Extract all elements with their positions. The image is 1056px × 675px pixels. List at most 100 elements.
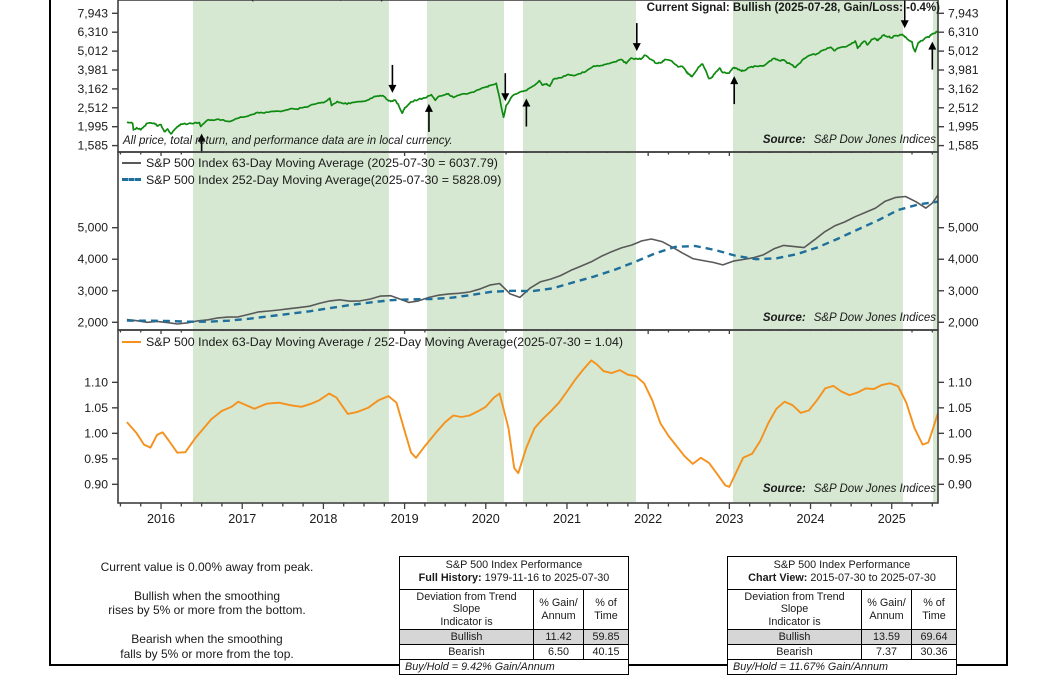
y-tick-label: 7,943 xyxy=(78,6,109,20)
series-63-day-ma-252-day-ma xyxy=(126,359,938,488)
col-header-indicator: Deviation from Trend Slope Indicator is xyxy=(399,588,534,631)
price-panel-legend-clipped: S&P 500 Index (2025-07-30 = 6,362.90) xyxy=(0,0,1056,4)
table-period-label: Chart View: xyxy=(748,572,808,585)
table-period-label: Full History: xyxy=(418,572,482,585)
y-tick-label: 3,162 xyxy=(948,82,979,96)
bullish-period-band xyxy=(193,1,389,151)
performance-table-full-history: S&P 500 Index Performance Full History: … xyxy=(399,556,629,675)
y-tick-label: 2,512 xyxy=(948,101,979,115)
y-tick-label: 6,310 xyxy=(78,25,109,39)
bullish-period-band xyxy=(733,153,904,329)
y-tick-label: 3,981 xyxy=(78,63,109,77)
x-tick-label: 2018 xyxy=(309,512,337,526)
current-signal-annotation: Current Signal: Bullish (2025-07-28, Gai… xyxy=(646,2,940,14)
bullish-period-band xyxy=(522,331,636,502)
bullish-period-band xyxy=(522,1,636,151)
bullish-period-band xyxy=(522,153,636,329)
price-legend-label: S&P 500 Index (2025-07-30 = 6,362.90) xyxy=(163,0,385,2)
col-header-gain: % Gain/ Annum xyxy=(861,588,912,631)
table-buyhold-row: Buy/Hold = 9.42% Gain/Annum xyxy=(399,659,629,675)
x-tick-label: 2019 xyxy=(391,512,419,526)
y-tick-label: 1.05 xyxy=(948,401,972,415)
y-tick-label: 5,012 xyxy=(948,44,979,58)
bullish-period-band xyxy=(932,1,938,151)
col-header-time: % of Time xyxy=(583,588,629,631)
y-tick-label: 2,512 xyxy=(78,101,109,115)
col-header-time: % of Time xyxy=(910,588,958,631)
y-tick-label: 1.00 xyxy=(948,426,972,440)
x-tick-label: 2021 xyxy=(553,512,581,526)
panel-border xyxy=(117,329,939,504)
buy-signal-arrow xyxy=(730,76,739,105)
table-title: S&P 500 Index Performance xyxy=(773,559,911,571)
currency-note: All price, total return, and performance… xyxy=(123,135,453,147)
bullish-period-band xyxy=(426,1,504,151)
bullish-period-band xyxy=(932,153,938,329)
ratio-line-swatch xyxy=(122,340,141,343)
y-tick-label: 3,981 xyxy=(948,63,979,77)
bullish-period-band xyxy=(733,1,904,151)
legend-item-ma252: S&P 500 Index 252-Day Moving Average(202… xyxy=(122,171,501,188)
col-header-indicator: Deviation from Trend Slope Indicator is xyxy=(727,588,862,631)
y-tick-label: 1.10 xyxy=(84,375,108,389)
table-period-range: 2015-07-30 to 2025-07-30 xyxy=(807,572,936,585)
rule-bearish: Bearish when the smoothing falls by 5% o… xyxy=(120,631,294,661)
sell-signal-arrow xyxy=(900,0,909,29)
x-tick-label: 2020 xyxy=(472,512,500,526)
sell-signal-arrow xyxy=(501,73,510,102)
ma252-line-swatch xyxy=(122,178,141,181)
y-tick-label: 3,000 xyxy=(78,284,109,298)
x-tick-label: 2025 xyxy=(878,512,906,526)
series-s-p-500-index xyxy=(126,30,938,135)
y-tick-label: 4,000 xyxy=(948,252,979,266)
rule-current-value: Current value is 0.00% away from peak. xyxy=(100,560,314,574)
ma63-legend-label: S&P 500 Index 63-Day Moving Average (202… xyxy=(146,155,498,170)
bullish-period-band xyxy=(193,153,389,329)
y-tick-label: 7,943 xyxy=(948,6,979,20)
y-tick-label: 1,995 xyxy=(78,120,109,134)
series-63-day-moving-average xyxy=(126,194,938,325)
y-tick-label: 6,310 xyxy=(948,25,979,39)
bullish-period-band xyxy=(733,331,904,502)
x-tick-label: 2023 xyxy=(715,512,743,526)
y-tick-label: 0.90 xyxy=(948,477,972,491)
x-tick-label: 2017 xyxy=(228,512,256,526)
bullish-period-band xyxy=(932,331,938,502)
y-tick-label: 0.95 xyxy=(948,452,972,466)
ma252-legend-label: S&P 500 Index 252-Day Moving Average(202… xyxy=(146,172,502,187)
ma63-line-swatch xyxy=(122,161,141,164)
table-row-bullish: Bullish 13.59 69.64 xyxy=(727,629,958,646)
sell-signal-arrow xyxy=(388,64,397,93)
x-tick-label: 2022 xyxy=(634,512,662,526)
table-title-cell: S&P 500 Index Performance Chart View: 20… xyxy=(726,556,958,590)
y-tick-label: 1.10 xyxy=(948,375,972,389)
y-tick-label: 1.05 xyxy=(84,401,108,415)
source-credit-price-panel: Source: S&P Dow Jones Indices xyxy=(762,134,936,146)
table-row-bearish: Bearish 6.50 40.15 xyxy=(399,644,629,661)
y-tick-label: 2,000 xyxy=(78,315,109,329)
bullish-period-band xyxy=(193,331,389,502)
series-252-day-moving-average xyxy=(126,200,938,323)
y-tick-label: 5,000 xyxy=(78,221,109,235)
table-buyhold-row: Buy/Hold = 11.67% Gain/Annum xyxy=(726,659,958,675)
y-tick-label: 5,000 xyxy=(948,221,979,235)
table-row-bearish: Bearish 7.37 30.36 xyxy=(727,644,958,661)
rule-bullish: Bullish when the smoothing rises by 5% o… xyxy=(108,588,306,618)
chart-canvas: 7,943 7,943 6,310 6,310 5,012 5,012 3,981 3,981… xyxy=(78,0,979,526)
buy-signal-arrow xyxy=(424,103,433,132)
performance-table-chart-view: S&P 500 Index Performance Chart View: 20… xyxy=(726,556,958,675)
sell-signal-arrow xyxy=(632,23,641,52)
y-tick-label: 1.00 xyxy=(84,426,108,440)
y-tick-label: 2,000 xyxy=(948,315,979,329)
y-tick-label: 4,000 xyxy=(78,252,109,266)
legend-item-ma63: S&P 500 Index 63-Day Moving Average (202… xyxy=(122,154,501,171)
table-period-range: 1979-11-16 to 2025-07-30 xyxy=(481,572,610,585)
y-tick-label: 1,995 xyxy=(948,120,979,134)
table-row-bullish: Bullish 11.42 59.85 xyxy=(399,629,629,646)
y-tick-label: 0.95 xyxy=(84,452,108,466)
x-tick-label: 2024 xyxy=(797,512,825,526)
x-tick-label: 2016 xyxy=(147,512,175,526)
y-tick-label: 1,585 xyxy=(78,139,109,153)
legend-item-ratio: S&P 500 Index 63-Day Moving Average / 25… xyxy=(122,333,623,350)
